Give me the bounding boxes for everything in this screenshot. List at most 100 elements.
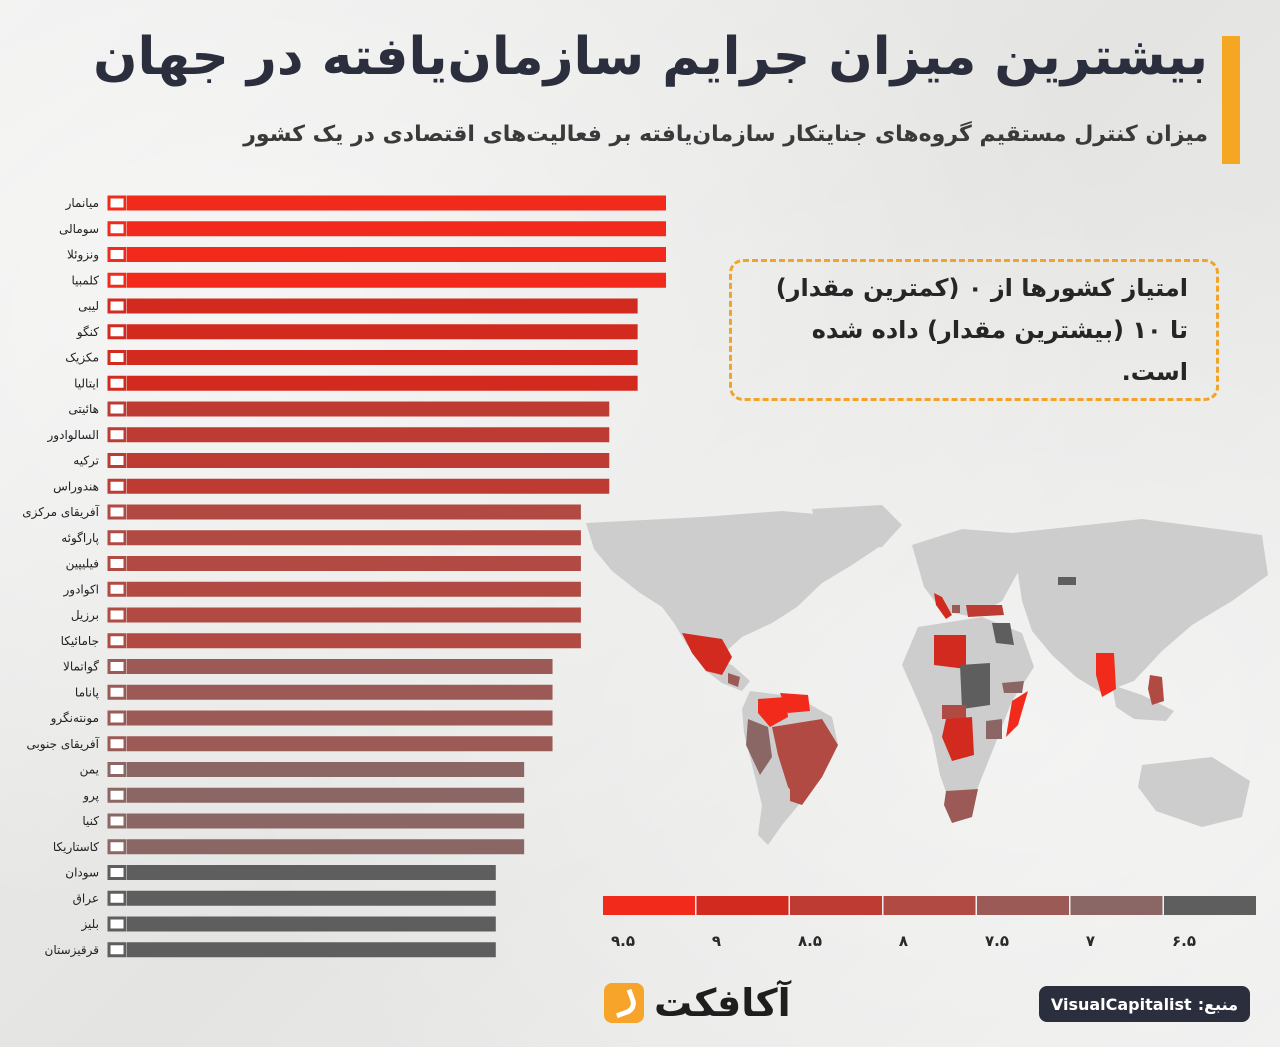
iraq-shape — [992, 623, 1014, 645]
bar — [127, 581, 581, 597]
legend-label: ۹.۵ — [611, 932, 635, 950]
flag-icon — [107, 530, 127, 546]
bar-chart: میانمار سومالی ونزوئلا کلمبیا لیبی کنگو مکزیک ا… — [22, 195, 666, 958]
mexico-shape — [682, 633, 732, 675]
country-label: پرو — [82, 788, 99, 803]
colombia-shape — [758, 697, 788, 727]
venezuela-shape — [780, 693, 810, 713]
flag-icon — [107, 813, 127, 829]
bar — [127, 427, 610, 443]
country-label: کنیا — [82, 814, 99, 828]
turkey-shape — [966, 605, 1004, 617]
country-label: قرقیزستان — [45, 943, 99, 958]
country-label: هندوراس — [53, 479, 99, 494]
akafact-logo: آکافکت — [604, 978, 792, 1028]
page-title: بیشترین میزان جرایم سازمان‌یافته در جهان — [93, 27, 1208, 87]
country-label: ترکیه — [73, 454, 99, 469]
source-badge: منبع: VisualCapitalist — [1038, 986, 1250, 1022]
flag-icon — [107, 427, 127, 443]
world-map — [586, 505, 1268, 845]
bar — [127, 504, 581, 520]
country-label: کاستاریکا — [53, 840, 99, 855]
score-note-line2: تا ۱۰ (بیشترین مقدار) داده شده است. — [811, 316, 1188, 386]
bar — [127, 736, 553, 752]
legend-label: ۸.۵ — [798, 932, 822, 950]
philippines-shape — [1148, 675, 1164, 705]
bar — [127, 787, 525, 803]
paraguay-shape — [790, 783, 804, 805]
country-label: برزیل — [71, 608, 99, 623]
flag-icon — [107, 453, 127, 468]
flag-icon — [107, 504, 127, 520]
bar — [127, 865, 496, 880]
flag-icon — [107, 710, 127, 726]
legend-swatch — [696, 896, 789, 915]
bar — [127, 839, 525, 855]
greenland-shape — [812, 505, 902, 549]
flag-icon — [107, 659, 127, 674]
bar — [127, 375, 638, 391]
bar — [127, 633, 581, 649]
country-label: ونزوئلا — [67, 248, 99, 263]
logo-text: آکافکت — [654, 981, 792, 1025]
country-label: سودان — [65, 866, 99, 881]
bar — [127, 195, 666, 211]
bar — [127, 556, 581, 571]
bar — [127, 401, 610, 417]
flag-icon — [107, 942, 127, 958]
south-africa-shape — [944, 789, 978, 823]
europe-shape — [912, 529, 1022, 617]
congo-shape — [942, 717, 974, 761]
country-label: جامائیکا — [61, 634, 99, 648]
country-label: سومالی — [59, 222, 99, 237]
flag-icon — [107, 839, 127, 855]
flag-icon — [107, 350, 127, 365]
asia-shape — [1012, 519, 1268, 693]
flag-icon — [107, 684, 127, 700]
country-label: یمن — [80, 763, 99, 778]
score-note: امتیاز کشورها از ۰ (کمترین مقدار) تا ۱۰ … — [729, 259, 1219, 401]
country-label: السالوادور — [47, 428, 99, 443]
flag-icon — [107, 272, 127, 288]
flag-icon — [107, 324, 127, 340]
legend-swatch — [603, 896, 695, 915]
country-label: فیلیپین — [66, 557, 99, 572]
country-label: عراق — [73, 891, 99, 906]
flag-icon — [107, 916, 127, 932]
kyrgyzstan-shape — [1058, 577, 1076, 585]
bar — [127, 762, 525, 777]
country-label: بلیز — [80, 917, 99, 932]
country-label: گواتمالا — [63, 660, 99, 675]
highlighted-countries — [682, 577, 1164, 823]
country-label: کنگو — [76, 325, 99, 340]
bar — [127, 813, 525, 829]
bar — [127, 324, 638, 340]
legend-label: ۹ — [712, 932, 721, 950]
car-shape — [942, 705, 966, 719]
page-subtitle: میزان کنترل مستقیم گروه‌های جنایتکار ساز… — [243, 122, 1208, 147]
italy-shape — [934, 593, 952, 619]
legend-label: ۶.۵ — [1172, 932, 1196, 950]
flag-icon — [107, 787, 127, 803]
flag-icon — [107, 298, 127, 314]
source-label: منبع: — [1197, 994, 1238, 1014]
montenegro-shape — [952, 605, 960, 613]
kenya-shape — [986, 719, 1002, 739]
bar — [127, 890, 496, 906]
continents — [586, 505, 1268, 845]
country-label: آفریقای جنوبی — [26, 736, 99, 752]
bar — [127, 684, 553, 700]
country-label: مونته‌نگرو — [50, 711, 99, 726]
bar — [127, 350, 638, 365]
country-label: میانمار — [65, 196, 99, 211]
brazil-shape — [772, 719, 838, 805]
legend-swatch — [977, 896, 1069, 915]
accent-bar — [1222, 36, 1240, 164]
guatemala-shape — [728, 673, 740, 687]
flag-icon — [107, 478, 127, 494]
color-legend: ۹.۵ ۹ ۸.۵ ۸ ۷.۵ ۷ ۶.۵ — [603, 896, 1256, 950]
logo-mark-icon — [604, 983, 644, 1023]
country-label: اکوادور — [62, 582, 99, 597]
country-label: پاناما — [75, 685, 99, 699]
flag-icon — [107, 247, 127, 262]
